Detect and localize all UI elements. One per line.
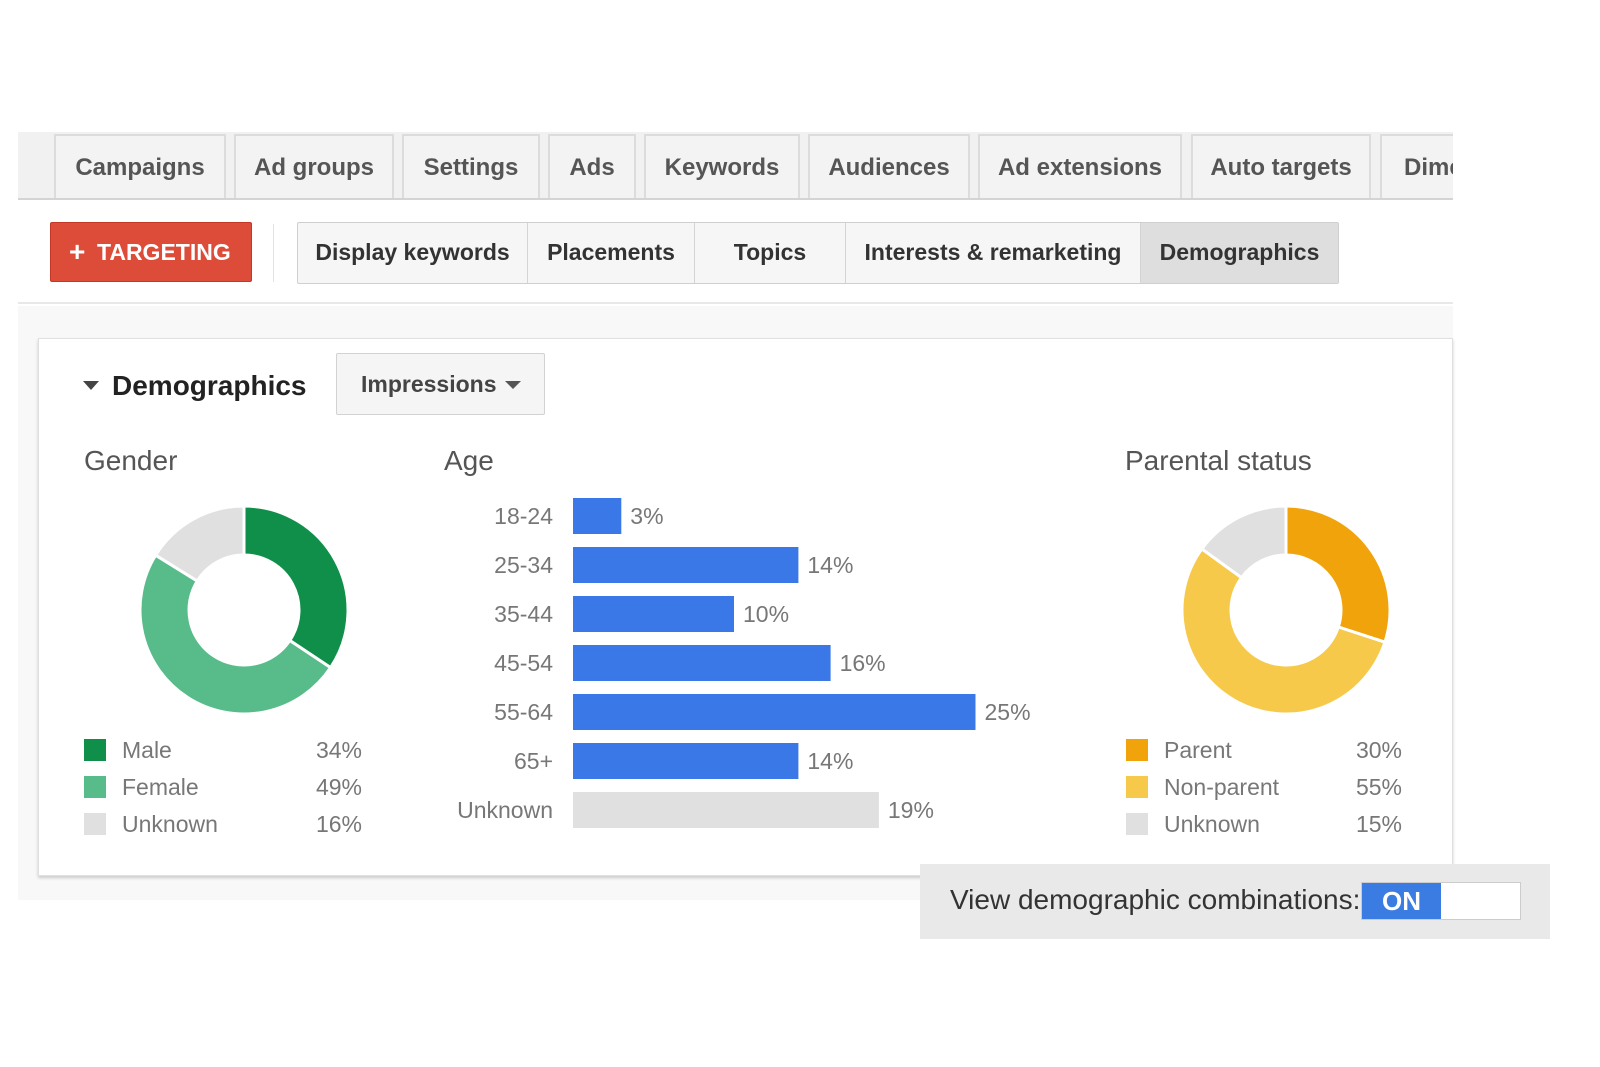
age-value-label: 16% [840,650,886,676]
legend-value: 34% [315,737,362,763]
collapse-arrow-icon[interactable] [83,381,99,390]
parental-status-title: Parental status [1125,445,1312,476]
gender-slice-male [242,504,350,670]
tab-audiences[interactable]: Audiences [808,134,970,198]
legend-value: 15% [1355,811,1402,837]
legend-label: Unknown [1164,811,1260,837]
female-swatch [84,776,106,798]
targeting-button[interactable]: + TARGETING [50,222,252,282]
age-bar [573,792,879,828]
age-bar [573,498,622,534]
age-value-label: 25% [985,699,1031,725]
campaign-tab-strip: Campaigns Ad groups Settings Ads Keyword… [18,132,1453,200]
age-value-label: 14% [807,552,853,578]
legend-label: Male [122,737,172,763]
tab-ad-groups[interactable]: Ad groups [234,134,394,198]
legend-label: Female [122,774,199,800]
parental-status-donut-chart [1180,504,1392,716]
gender-title: Gender [84,445,178,476]
metric-dropdown[interactable]: Impressions [336,353,545,415]
targeting-button-label: TARGETING [97,239,231,265]
parental-legend-parent: Parent 30% [1126,737,1402,769]
age-bar [573,547,799,583]
combinations-label: View demographic combinations: [950,884,1361,915]
toolbar-divider [273,224,274,282]
parental-slice-parent [1284,504,1392,645]
legend-label: Non-parent [1164,774,1280,800]
age-value-label: 19% [888,797,934,823]
tab-keywords[interactable]: Keywords [644,134,800,198]
legend-label: Unknown [122,811,218,837]
parental-legend-unknown: Unknown 15% [1126,811,1402,843]
legend-label: Parent [1164,737,1232,763]
tab-settings[interactable]: Settings [402,134,540,198]
unknown-swatch [1126,813,1148,835]
subtab-demographics[interactable]: Demographics [1141,223,1338,283]
subtab-display-keywords[interactable]: Display keywords [298,223,528,283]
tab-dimensions[interactable]: Dime [1380,134,1453,198]
unknown-swatch [84,813,106,835]
chevron-down-icon [505,381,521,389]
gender-legend-male: Male 34% [84,737,362,769]
tab-auto-targets[interactable]: Auto targets [1191,134,1371,198]
subtab-topics[interactable]: Topics [695,223,846,283]
parent-swatch [1126,739,1148,761]
parental-slice-unknown [1199,504,1288,580]
metric-dropdown-value: Impressions [361,371,497,397]
age-category-label: 35-44 [494,601,553,627]
targeting-subtab-group: Display keywords Placements Topics Inter… [297,222,1339,284]
gender-legend-unknown: Unknown 16% [84,811,362,843]
targeting-bar: + TARGETING Display keywords Placements T… [18,202,1453,304]
age-category-label: 18-24 [494,503,553,529]
parental-slice-non-parent [1180,546,1387,716]
age-category-label: Unknown [457,797,553,823]
subtab-placements[interactable]: Placements [528,223,695,283]
tab-ad-extensions[interactable]: Ad extensions [978,134,1182,198]
legend-value: 30% [1355,737,1402,763]
demographic-combinations-box: View demographic combinations: ON [920,864,1550,939]
legend-value: 16% [315,811,362,837]
age-category-label: 55-64 [494,699,553,725]
age-value-label: 14% [807,748,853,774]
age-value-label: 3% [630,503,663,529]
gender-slice-female [138,553,333,716]
age-bar [573,743,799,779]
demographics-panel: Demographics Impressions Gender Male 34%… [38,338,1453,876]
legend-value: 55% [1355,774,1402,800]
combinations-toggle[interactable]: ON [1361,882,1521,920]
age-bar-chart: 18-24 3% 25-34 14% 35-44 10% 45-54 16% 55-64 25% 6… [457,498,1031,828]
age-bar [573,694,976,730]
tab-campaigns[interactable]: Campaigns [54,134,226,198]
gender-slice-unknown [153,504,246,584]
age-bar [573,596,734,632]
parental-legend-non-parent: Non-parent 55% [1126,774,1402,806]
toggle-on-label: ON [1362,883,1441,919]
tab-ads[interactable]: Ads [548,134,636,198]
panel-title: Demographics [112,370,307,401]
gender-legend-female: Female 49% [84,774,362,806]
age-category-label: 65+ [514,748,553,774]
age-value-label: 10% [743,601,789,627]
plus-icon: + [69,236,86,267]
age-category-label: 25-34 [494,552,553,578]
subtab-interests-remarketing[interactable]: Interests & remarketing [846,223,1141,283]
male-swatch [84,739,106,761]
age-category-label: 45-54 [494,650,553,676]
age-title: Age [444,445,494,476]
non-parent-swatch [1126,776,1148,798]
gender-donut-chart [138,504,350,716]
age-bar [573,645,831,681]
legend-value: 49% [315,774,362,800]
